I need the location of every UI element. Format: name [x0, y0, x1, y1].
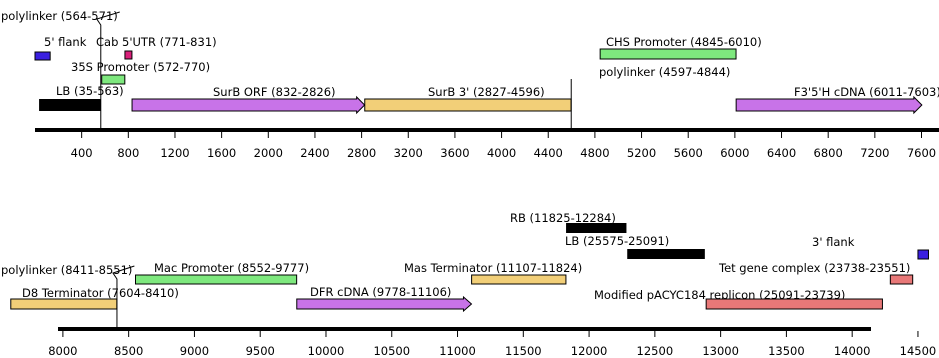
35s-promoter-label: 35S Promoter (572-770): [71, 60, 210, 74]
f35h-cdna-arrow: [735, 95, 923, 115]
lb-25575-25091-box: [627, 249, 705, 259]
f35h-cdna-label: F3'5'H cDNA (6011-7603): [794, 85, 939, 99]
surb-3-label: SurB 3' (2827-4596): [428, 85, 545, 99]
d8-terminator-label: D8 Terminator (7604-8410): [22, 286, 179, 300]
tick-label-top-5: 2400: [300, 146, 329, 160]
tick-label-bottom-2: 9000: [180, 344, 209, 358]
tick-label-bottom-0: 8000: [48, 344, 77, 358]
tick-label-bottom-12: 14000: [834, 344, 871, 358]
tick-label-top-12: 5200: [627, 146, 656, 160]
dfr-cdna-label: DFR cDNA (9778-11106): [310, 285, 451, 299]
3-flank-box: [917, 249, 929, 260]
pacyc184-replicon-box: [705, 298, 883, 310]
backbone-top: [35, 128, 939, 132]
tick-label-bottom-6: 11000: [439, 344, 476, 358]
dfr-cdna-arrow: [296, 295, 473, 313]
tick-label-top-9: 4000: [487, 146, 516, 160]
chs-promoter-box: [599, 48, 737, 60]
chs-promoter-label: CHS Promoter (4845-6010): [606, 35, 762, 49]
tick-label-bottom-10: 13000: [702, 344, 739, 358]
mac-promoter-box: [135, 274, 298, 285]
tet-gene-complex-label: Tet gene complex (23738-23551): [718, 261, 910, 275]
5-flank-label: 5' flank: [44, 35, 87, 49]
tick-label-bottom-11: 13500: [768, 344, 805, 358]
tick-label-bottom-4: 10000: [308, 344, 345, 358]
cab-5utr-label: Cab 5'UTR (771-831): [96, 35, 217, 49]
5-flank-box: [34, 51, 51, 61]
surb-orf-label: SurB ORF (832-2826): [213, 85, 336, 99]
tick-label-bottom-9: 12500: [637, 344, 674, 358]
polylinker-564-571-line: [95, 11, 120, 130]
tet-gene-complex-box: [889, 274, 914, 285]
tick-label-top-1: 800: [117, 146, 139, 160]
polylinker-4597-4844-label: polylinker (4597-4844): [599, 65, 730, 79]
cab-5utr-box: [124, 50, 133, 60]
tick-label-top-4: 2000: [254, 146, 283, 160]
tick-label-top-3: 1600: [207, 146, 236, 160]
mac-promoter-label: Mac Promoter (8552-9777): [154, 261, 309, 275]
tick-label-top-7: 3200: [394, 146, 423, 160]
d8-terminator-box: [10, 298, 118, 310]
polylinker-564-571-label: polylinker (564-571): [1, 9, 118, 23]
mas-terminator-box: [471, 274, 567, 285]
tick-label-bottom-8: 12000: [571, 344, 608, 358]
tick-label-top-15: 6400: [767, 146, 796, 160]
tick-label-top-18: 7600: [907, 146, 936, 160]
rb-box: [566, 223, 627, 233]
tick-label-top-16: 6800: [814, 146, 843, 160]
tick-label-top-8: 3600: [440, 146, 469, 160]
tick-label-bottom-7: 11500: [505, 344, 542, 358]
lb-25575-25091-label: LB (25575-25091): [565, 234, 669, 248]
tick-label-bottom-13: 14500: [900, 344, 937, 358]
backbone-bottom: [58, 327, 871, 331]
lb-35-563-box: [39, 99, 101, 111]
tick-label-top-2: 1200: [160, 146, 189, 160]
tick-label-top-6: 2800: [347, 146, 376, 160]
tick-label-bottom-1: 8500: [114, 344, 143, 358]
tick-label-top-0: 400: [71, 146, 93, 160]
polylinker-8411-8551-label: polylinker (8411-8551): [1, 263, 132, 277]
lb-35-563-label: LB (35-563): [56, 84, 124, 98]
tick-label-bottom-5: 10500: [373, 344, 410, 358]
tick-label-top-14: 6000: [720, 146, 749, 160]
tick-label-top-10: 4400: [534, 146, 563, 160]
35s-promoter-box: [101, 74, 126, 85]
rb-label: RB (11825-12284): [510, 211, 616, 225]
tick-label-top-13: 5600: [674, 146, 703, 160]
surb-3-box: [364, 98, 572, 112]
tick-label-bottom-3: 9500: [246, 344, 275, 358]
surb-orf-arrow: [131, 95, 366, 115]
tick-label-top-11: 4800: [580, 146, 609, 160]
tick-label-top-17: 7200: [860, 146, 889, 160]
mas-terminator-label: Mas Terminator (11107-11824): [404, 261, 582, 275]
3-flank-label: 3' flank: [812, 235, 855, 249]
